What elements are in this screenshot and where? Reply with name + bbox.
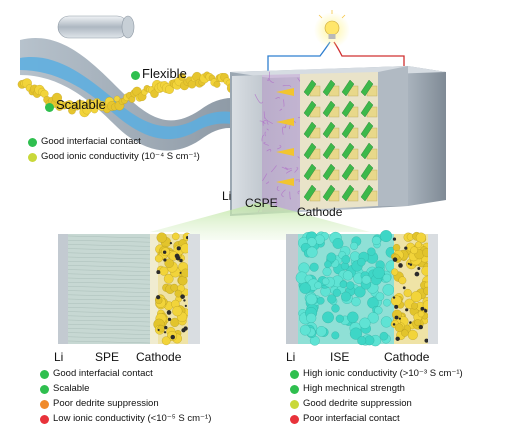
status-dot <box>290 400 299 409</box>
feature-text: Good interfacial contact <box>53 368 153 379</box>
feature-text: Low ionic conductivity (<10⁻⁵ S cm⁻¹) <box>53 413 212 424</box>
ion-arrow <box>276 88 294 96</box>
spe-li-layer <box>58 234 68 344</box>
transition-arrow <box>150 202 370 240</box>
feature-text: Good ionic conductivity (10⁻⁴ S cm⁻¹) <box>41 151 200 162</box>
spe-cathode-label: Cathode <box>136 350 182 364</box>
status-dot <box>290 415 299 424</box>
cspe-battery-block <box>230 66 446 216</box>
feature-text: Good dedrite suppression <box>303 398 412 409</box>
roller <box>57 15 135 39</box>
feature-text: High mechnical strength <box>303 383 405 394</box>
scalable-label: Scalable <box>56 97 106 112</box>
status-dot <box>28 138 37 147</box>
feature-text: Poor dedrite suppression <box>53 398 159 409</box>
ise-cell-panel <box>286 230 438 347</box>
block-cspe-label: CSPE <box>245 196 278 210</box>
status-dot <box>290 385 299 394</box>
feature-text: High ionic conductivity (>10⁻³ S cm⁻¹) <box>303 368 463 379</box>
spe-cathode-particles <box>153 232 193 346</box>
spe-label: SPE <box>95 350 120 364</box>
ise-label: ISE <box>330 350 350 364</box>
ise-cathode-particles <box>390 231 434 343</box>
block-li-label: Li <box>222 189 232 203</box>
ion-arrow <box>276 148 294 156</box>
flexible-dot <box>131 71 140 80</box>
block-li-layer <box>232 75 262 214</box>
status-dot <box>40 370 49 379</box>
feature-text: Scalable <box>53 383 90 394</box>
ion-transport-arrows <box>276 88 294 186</box>
feature-text: Good interfacial contact <box>41 136 141 147</box>
cathode-prism-array <box>303 79 378 202</box>
spe-li-label: Li <box>54 350 64 364</box>
status-dot <box>40 385 49 394</box>
feature-text: Poor interfacial contact <box>303 413 400 424</box>
flexible-label: Flexible <box>142 66 187 81</box>
spe-cell-panel <box>58 232 200 346</box>
circuit <box>267 10 405 72</box>
status-dot <box>40 400 49 409</box>
ise-ceramic-particles <box>295 230 398 347</box>
flexible-ribbon <box>17 15 250 151</box>
spe-polymer-texture <box>67 235 151 344</box>
light-bulb-icon <box>318 10 346 39</box>
ise-li-layer <box>286 234 298 344</box>
ion-arrow <box>276 118 294 126</box>
status-dot <box>290 370 299 379</box>
ise-li-label: Li <box>286 350 296 364</box>
block-cspe-layer <box>262 74 300 212</box>
scalable-dot <box>45 103 54 112</box>
status-dot <box>28 153 37 162</box>
ise-cathode-label: Cathode <box>384 350 430 364</box>
block-cathode-label: Cathode <box>297 205 343 219</box>
ion-arrow <box>276 178 294 186</box>
status-dot <box>40 415 49 424</box>
